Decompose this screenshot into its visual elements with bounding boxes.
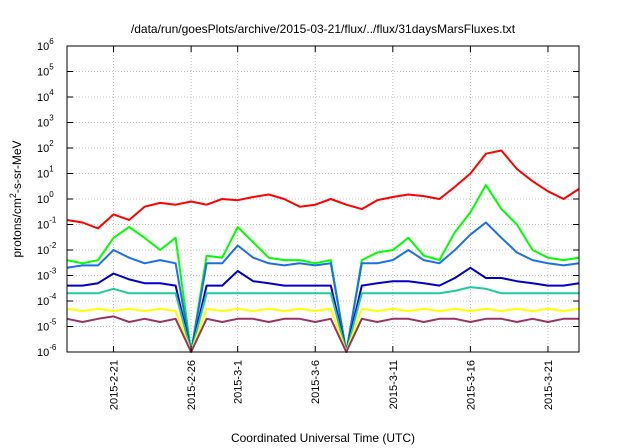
y-tick-label-base: 10	[37, 118, 49, 130]
y-tick-label-base: 10	[37, 347, 49, 359]
x-axis-label: Coordinated Universal Time (UTC)	[231, 431, 415, 445]
y-tick-label-exp: 3	[49, 114, 54, 123]
y-tick-label-exp: 2	[49, 139, 54, 148]
y-tick-label-exp: 0	[49, 190, 54, 199]
y-tick-label-exp: -4	[49, 292, 57, 301]
x-tick-label: 2015-3-16	[465, 360, 477, 410]
y-tick-label: 102	[37, 139, 54, 155]
y-tick-label-base: 10	[37, 322, 49, 334]
y-tick-label-exp: -5	[49, 318, 57, 327]
y-tick-label: 10-6	[37, 343, 57, 359]
y-tick-label-exp: -2	[49, 241, 57, 250]
y-tick-label-base: 10	[37, 92, 49, 104]
series-line-4	[67, 266, 580, 353]
y-tick-label: 105	[37, 63, 54, 79]
y-tick-label-base: 10	[37, 271, 49, 283]
x-tick-label: 2015-3-6	[310, 360, 322, 404]
y-tick-label: 100	[37, 190, 54, 206]
y-tick-label-exp: -1	[49, 216, 57, 225]
y-tick-label-exp: -3	[49, 267, 57, 276]
x-tick-label: 2015-3-21	[543, 360, 555, 410]
series-line-7	[66, 315, 579, 353]
y-tick-label: 103	[37, 114, 54, 130]
y-tick-label: 10-5	[37, 318, 57, 334]
grid	[67, 46, 579, 352]
x-tick-label: 2015-3-11	[388, 360, 400, 409]
chart-title: /data/run/goesPlots/archive/2015-03-21/f…	[131, 22, 516, 36]
y-tick-label-base: 10	[37, 169, 49, 181]
y-tick-label-base: 10	[37, 67, 49, 79]
series-line-1	[66, 149, 580, 230]
y-tick-label: 10-4	[37, 292, 57, 308]
y-tick-label-exp: 5	[49, 63, 54, 72]
series-line-2	[66, 184, 580, 353]
y-tick-label-exp: -6	[49, 343, 57, 352]
y-axis-label-sup: 2	[8, 193, 18, 198]
x-tick-label: 2015-2-21	[109, 360, 121, 410]
y-tick-label-base: 10	[37, 143, 49, 155]
y-tick-label: 106	[37, 37, 54, 53]
y-tick-label-base: 10	[37, 296, 49, 308]
y-tick-label-exp: 4	[49, 88, 54, 97]
y-axis-label: protons/cm2-s-sr-MeV	[8, 140, 24, 257]
series-line-5	[67, 286, 579, 353]
x-tick-label: 2015-2-26	[186, 360, 198, 410]
y-tick-label-base: 10	[37, 220, 49, 232]
y-tick-label-exp: 1	[49, 165, 54, 174]
y-axis-label-rest: -s-sr-MeV	[10, 140, 24, 193]
y-tick-label: 101	[37, 165, 54, 181]
x-tick-label: 2015-3-1	[233, 360, 245, 404]
y-tick-label-base: 10	[37, 245, 49, 257]
y-tick-label: 10-2	[37, 241, 57, 257]
y-axis-label-base: protons/cm	[10, 198, 24, 257]
series-line-6	[66, 307, 580, 353]
series-layer	[66, 149, 580, 353]
y-tick-label-exp: 6	[49, 37, 54, 46]
y-tick-label-base: 10	[37, 41, 49, 53]
y-tick-label: 104	[37, 88, 54, 104]
y-tick-label: 10-1	[37, 216, 57, 232]
series-line-3	[66, 221, 580, 353]
ticks: 10-610-510-410-310-210-11001011021031041…	[37, 37, 579, 410]
y-tick-label-base: 10	[37, 194, 49, 206]
y-tick-label: 10-3	[37, 267, 57, 283]
